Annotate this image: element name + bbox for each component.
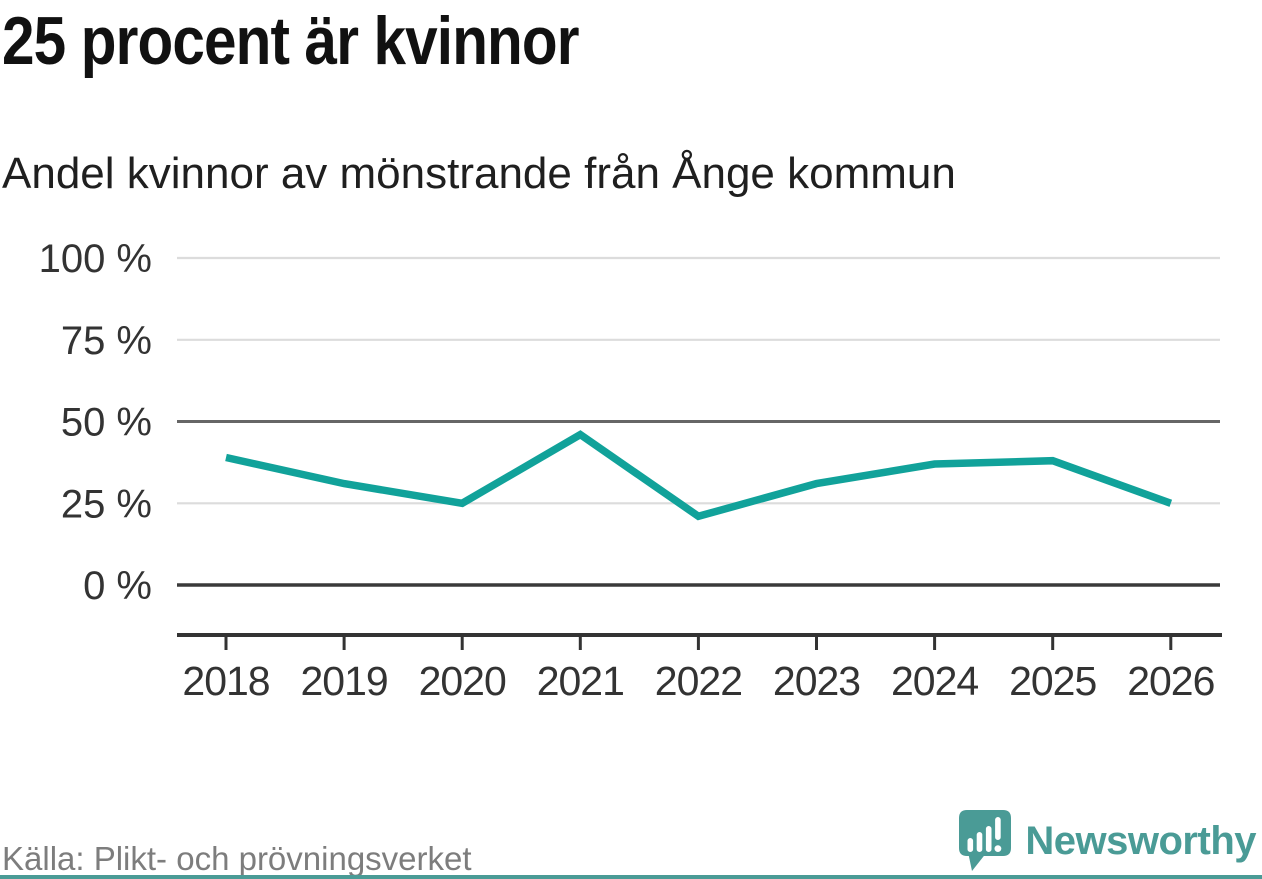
newsworthy-wordmark: Newsworthy (1025, 818, 1256, 863)
y-axis-label-25: 25 % (61, 482, 152, 526)
y-axis-label-100: 100 % (39, 237, 152, 281)
line-chart-svg: 100 % 75 % 50 % 25 % 0 % 2018 2019 2020 2021 2022… (39, 237, 1222, 700)
x-axis-label-2020: 2020 (419, 658, 506, 700)
line-chart: 100 % 75 % 50 % 25 % 0 % 2018 2019 2020 2021 2022… (0, 230, 1262, 700)
x-axis-label-2026: 2026 (1127, 658, 1214, 700)
x-axis-label-2018: 2018 (182, 658, 269, 700)
data-line-share-of-women (225, 430, 1173, 521)
x-axis-label-2022: 2022 (655, 658, 742, 700)
source-note: Källa: Plikt- och prövningsverket (2, 840, 472, 877)
chart-subtitle: Andel kvinnor av mönstrande från Ånge ko… (2, 149, 956, 198)
x-axis-label-2021: 2021 (537, 658, 624, 700)
x-axis-label-2025: 2025 (1009, 658, 1096, 700)
x-axis-label-2019: 2019 (300, 658, 387, 700)
y-axis-label-50: 50 % (61, 401, 152, 445)
y-axis-label-0: 0 % (83, 564, 152, 608)
x-axis-label-2023: 2023 (773, 658, 860, 700)
x-axis-label-2024: 2024 (891, 658, 978, 700)
speech-bubble-bar-chart-icon (959, 810, 1012, 871)
newsworthy-logo: Newsworthy (958, 810, 1256, 871)
bottom-accent-bar (0, 875, 1262, 879)
chart-title: 25 procent är kvinnor (2, 3, 580, 79)
y-axis-label-75: 75 % (61, 319, 152, 363)
